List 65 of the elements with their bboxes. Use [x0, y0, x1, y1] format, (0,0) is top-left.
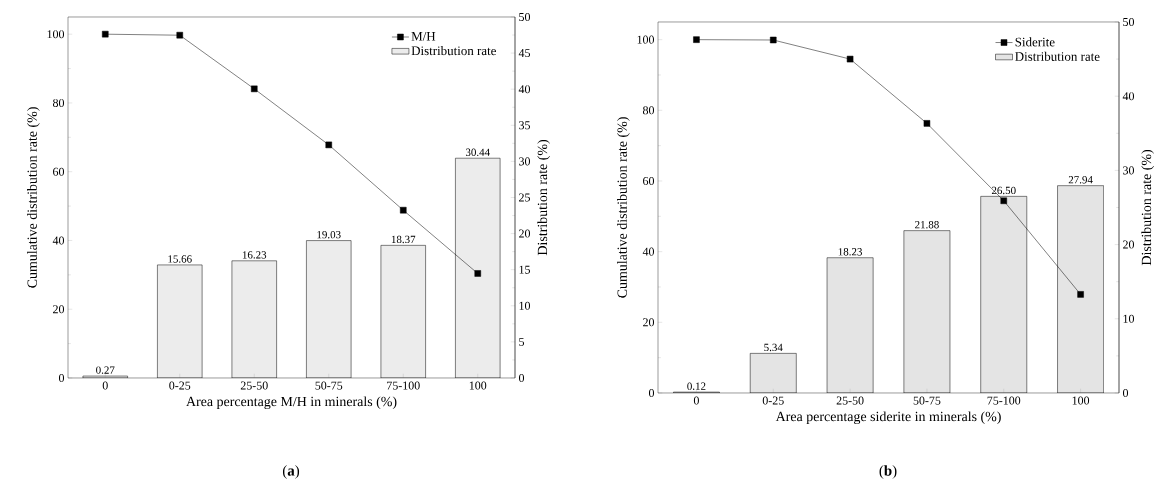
x-tick-label: 0: [102, 381, 108, 390]
legend-label: Distribution rate: [1015, 51, 1100, 61]
y2-tick-label: 10: [1123, 314, 1135, 323]
data-label: 27.94: [1068, 176, 1093, 184]
y-tick-label: 40: [642, 247, 655, 256]
y2-axis-title: Distribution rate (%): [1141, 149, 1154, 266]
y-tick-label: 60: [53, 167, 65, 176]
x-tick-label: 0-25: [762, 396, 784, 405]
y2-tick-label: 45: [518, 49, 531, 58]
y2-tick-label: 0: [518, 373, 525, 383]
x-tick-label: 75-100: [387, 381, 420, 390]
text: (b): [879, 465, 897, 479]
y2-tick-label: 25: [519, 193, 531, 202]
legend-label: Siderite: [1015, 37, 1055, 47]
x-tick-label: 100: [469, 381, 487, 390]
y2-tick-label: 10: [519, 301, 531, 310]
data-label: 21.88: [915, 221, 939, 229]
data-label: 5.34: [764, 343, 783, 352]
x-tick-label: 100: [1072, 396, 1090, 405]
legend-label: Distribution rate: [411, 46, 496, 56]
y-tick-label: 20: [643, 318, 655, 327]
y-tick-label: 40: [52, 236, 65, 245]
data-label: 15.66: [168, 255, 192, 263]
y2-tick-label: 20: [1123, 240, 1135, 249]
y-tick-label: 20: [53, 305, 65, 314]
data-label: 16.23: [242, 251, 267, 259]
y2-tick-label: 50: [1123, 17, 1135, 27]
x-axis-title: Area percentage siderite in minerals (%): [775, 411, 1001, 425]
y-axis-title: Cumulative distribution rate (%): [617, 117, 630, 298]
y2-tick-label: 40: [518, 85, 531, 94]
x-axis-title: Area percentage M/H in minerals (%): [186, 396, 397, 410]
y2-tick-label: 30: [1123, 166, 1135, 175]
data-label: 18.23: [838, 248, 862, 256]
y-tick-label: 0: [648, 388, 655, 398]
y-tick-label: 80: [642, 106, 655, 115]
data-label: 0.12: [687, 382, 706, 390]
y-tick-label: 80: [52, 98, 65, 107]
x-tick-label: 25-50: [240, 381, 268, 390]
y2-tick-label: 50: [519, 12, 531, 22]
y-axis-title: Cumulative distribution rate (%): [27, 107, 40, 288]
data-label: 30.44: [465, 148, 490, 157]
x-tick-label: 25-50: [836, 396, 864, 405]
y-tick-label: 60: [643, 176, 655, 186]
x-tick-label: 0-25: [169, 381, 191, 390]
y2-tick-label: 20: [519, 229, 531, 238]
data-label: 18.37: [391, 235, 416, 244]
data-label: 19.03: [317, 230, 341, 239]
y2-axis-title: Distribution rate (%): [537, 139, 550, 256]
y2-tick-label: 15: [519, 265, 531, 274]
data-label: 0.27: [96, 366, 115, 374]
y2-tick-label: 35: [519, 121, 531, 130]
y-tick-label: 100: [47, 30, 65, 39]
y2-tick-label: 40: [1122, 92, 1135, 101]
y2-tick-label: 0: [1122, 388, 1129, 398]
data-label: 26.50: [991, 186, 1016, 195]
y-tick-label: 0: [58, 373, 65, 383]
y2-tick-label: 5: [519, 337, 525, 346]
y-tick-label: 100: [637, 35, 655, 44]
text: (a): [282, 465, 300, 479]
x-tick-label: 50-75: [315, 381, 343, 390]
y2-tick-label: 30: [519, 157, 531, 166]
x-tick-label: 0: [693, 396, 699, 405]
legend-label: M/H: [411, 32, 436, 41]
x-tick-label: 75-100: [987, 396, 1021, 405]
x-tick-label: 50-75: [913, 396, 941, 405]
